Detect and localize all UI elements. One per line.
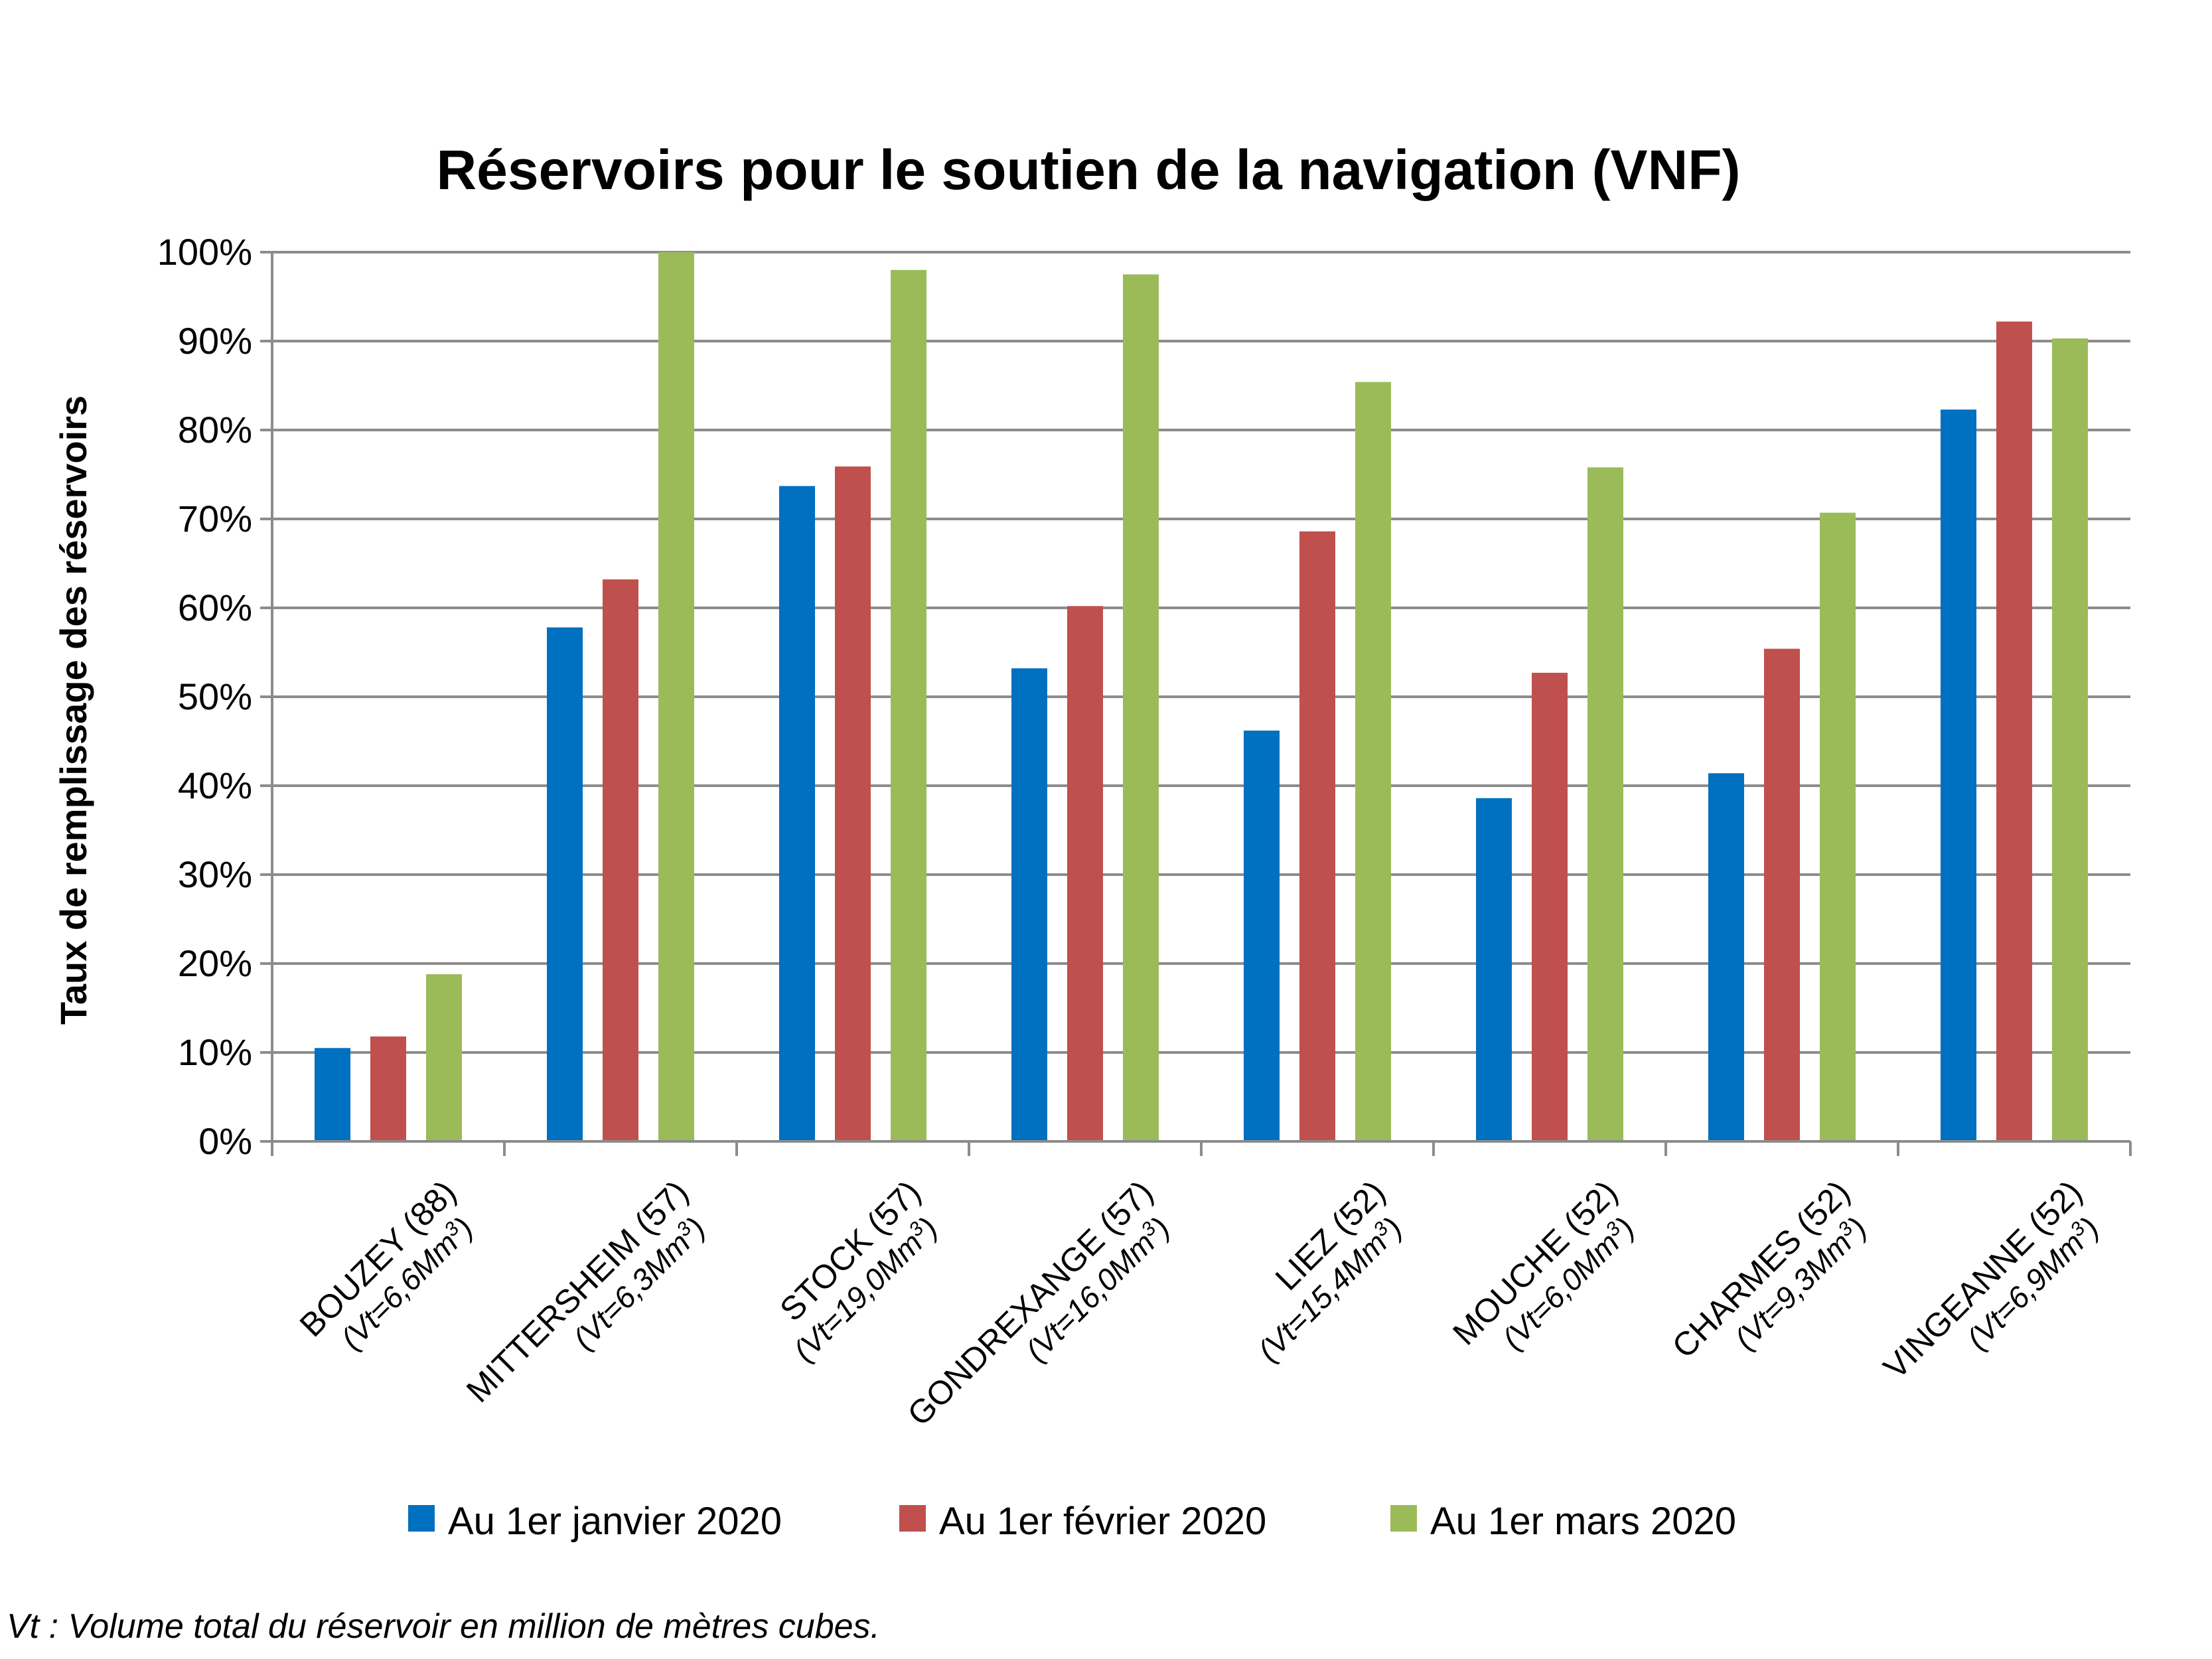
bar-3-4	[1123, 274, 1159, 1141]
x-tick-label-1: BOUZEY (88)(Vt=6,6Mm3)	[293, 1173, 480, 1356]
y-tick-label: 50%	[178, 676, 252, 717]
bar-2-6	[1532, 672, 1568, 1141]
y-tick-label: 70%	[178, 498, 252, 540]
bar-3-1	[426, 974, 462, 1141]
y-tick-label: 0%	[198, 1120, 252, 1162]
bar-2-3	[835, 466, 871, 1141]
bar-2-8	[1996, 321, 2032, 1141]
footnote: Vt : Volume total du réservoir en millio…	[7, 1607, 880, 1646]
bar-2-2	[603, 579, 638, 1141]
bar-2-7	[1764, 648, 1800, 1141]
bar-1-7	[1708, 773, 1744, 1141]
legend: Au 1er janvier 2020 Au 1er février 2020 Au…	[408, 1500, 1736, 1543]
x-tick-label-5: LIEZ (52)(Vt=15,4Mm3)	[1251, 1173, 1408, 1368]
legend-swatch-2	[899, 1505, 926, 1532]
x-tick-label-7: CHARMES (52)(Vt=9,3Mm3)	[1665, 1173, 1874, 1365]
y-tick-label: 100%	[157, 231, 252, 273]
x-tick-label-6: MOUCHE (52)(Vt=6,0Mm3)	[1445, 1173, 1641, 1356]
bar-1-3	[779, 486, 815, 1141]
bar-3-2	[658, 252, 694, 1141]
y-tick-label: 90%	[178, 320, 252, 362]
y-tick-label: 10%	[178, 1031, 252, 1073]
bar-2-1	[370, 1036, 406, 1141]
x-tick-label-3: STOCK (57)(Vt=19,0Mm3)	[773, 1173, 944, 1368]
y-tick-label: 30%	[178, 853, 252, 895]
category-name: GONDREXANGE (57)	[901, 1173, 1160, 1433]
bar-1-5	[1244, 730, 1280, 1141]
legend-label-2: Au 1er février 2020	[939, 1500, 1266, 1543]
bar-3-6	[1587, 467, 1623, 1141]
legend-swatch-3	[1390, 1505, 1417, 1532]
bar-1-8	[1941, 409, 1976, 1142]
bar-3-7	[1820, 512, 1856, 1141]
bar-3-8	[2052, 338, 2088, 1142]
legend-label-1: Au 1er janvier 2020	[448, 1500, 782, 1543]
legend-swatch-1	[408, 1505, 435, 1532]
y-tick-label: 40%	[178, 764, 252, 806]
y-tick-labels: 0% 10% 20% 30% 40% 50% 60% 70% 80% 90% 100%	[157, 231, 252, 1162]
x-tick-labels: BOUZEY (88)(Vt=6,6Mm3)MITTERSHEIM (57)(V…	[293, 1173, 2106, 1433]
x-axis	[271, 1140, 2132, 1156]
bar-3-3	[891, 269, 926, 1141]
x-tick-label-2: MITTERSHEIM (57)(Vt=6,3Mm3)	[459, 1173, 712, 1409]
y-tick-label: 20%	[178, 942, 252, 984]
y-axis-label: Taux de remplissage des réservoirs	[52, 396, 94, 1025]
y-tick-label: 60%	[178, 587, 252, 628]
x-tick-label-4: GONDREXANGE (57)(Vt=16,0Mm3)	[901, 1173, 1177, 1433]
bar-1-1	[315, 1048, 350, 1141]
bar-1-2	[547, 627, 583, 1141]
bar-3-5	[1355, 382, 1391, 1141]
bar-1-4	[1011, 668, 1047, 1141]
legend-label-3: Au 1er mars 2020	[1430, 1500, 1736, 1543]
bar-2-4	[1067, 606, 1103, 1141]
y-tick-label: 80%	[178, 409, 252, 451]
bar-1-6	[1476, 798, 1512, 1141]
category-name: MITTERSHEIM (57)	[459, 1173, 696, 1409]
x-tick-label-8: VINGEANNE (52)(Vt=6,9Mm3)	[1876, 1173, 2105, 1386]
bars	[315, 252, 2088, 1142]
bar-2-5	[1299, 531, 1335, 1141]
chart-title: Réservoirs pour le soutien de la navigat…	[436, 139, 1740, 201]
